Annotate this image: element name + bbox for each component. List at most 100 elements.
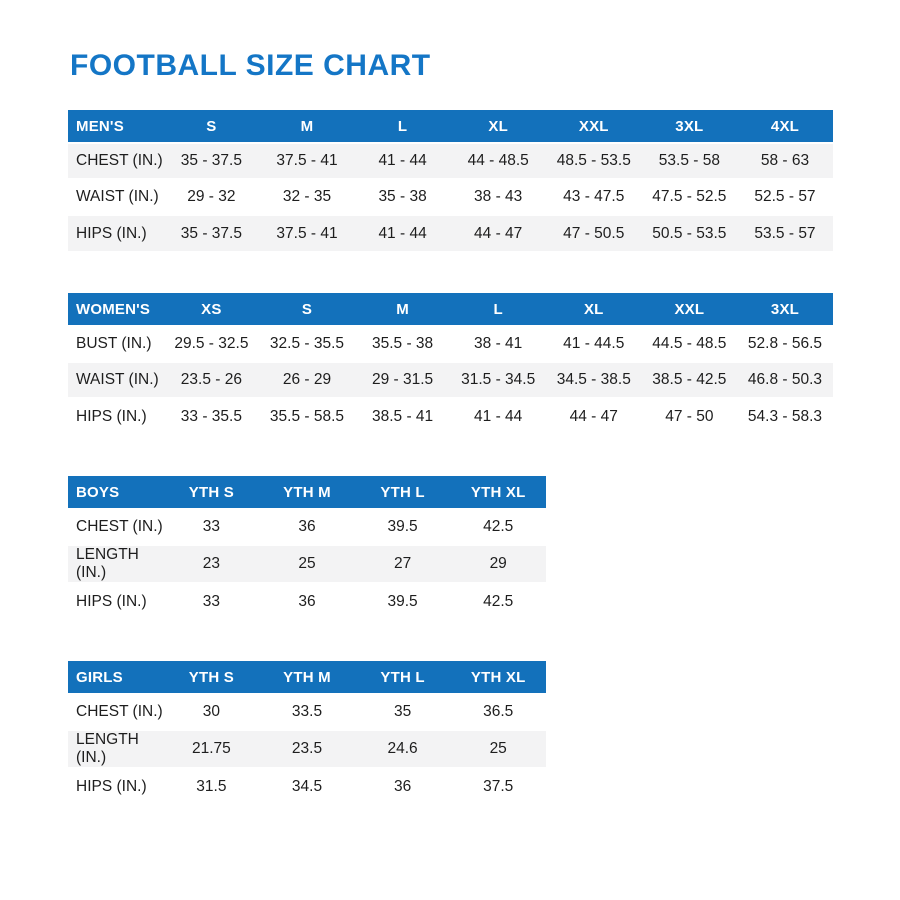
size-table-girls: GIRLS YTH S YTH M YTH L YTH XL CHEST (IN.) 30 3… — [68, 661, 546, 804]
size-value-cell: 41 - 44.5 — [545, 325, 642, 362]
size-value-cell: 24.6 — [354, 729, 451, 768]
size-column-header: YTH L — [354, 661, 451, 694]
size-column-header: YTH L — [354, 476, 451, 509]
size-chart-page: FOOTBALL SIZE CHART MEN'S S M L XL XXL 3XL 4XL C… — [68, 49, 833, 804]
row-label: HIPS (IN.) — [68, 214, 164, 251]
size-column-header: 4XL — [737, 110, 833, 143]
row-label: LENGTH (IN.) — [68, 729, 164, 768]
size-column-header: YTH M — [259, 661, 355, 694]
size-value-cell: 37.5 — [450, 767, 546, 804]
size-value-cell: 31.5 — [163, 767, 260, 804]
size-value-cell: 29 - 32 — [163, 178, 260, 215]
size-value-cell: 23 — [163, 544, 260, 583]
table-category-header: GIRLS — [68, 661, 164, 694]
size-value-cell: 46.8 - 50.3 — [737, 361, 833, 398]
size-value-cell: 43 - 47.5 — [545, 178, 642, 215]
size-value-cell: 54.3 - 58.3 — [737, 397, 833, 434]
size-value-cell: 29 - 31.5 — [354, 361, 451, 398]
header-row: WOMEN'S XS S M L XL XXL 3XL — [68, 293, 833, 326]
size-value-cell: 36.5 — [450, 693, 546, 730]
size-value-cell: 32.5 - 35.5 — [259, 325, 355, 362]
size-value-cell: 52.8 - 56.5 — [737, 325, 833, 362]
size-value-cell: 39.5 — [354, 582, 451, 619]
size-value-cell: 44 - 47 — [545, 397, 642, 434]
row-label: BUST (IN.) — [68, 325, 164, 362]
table-row: WAIST (IN.) 23.5 - 26 26 - 29 29 - 31.5 31.5… — [68, 361, 833, 398]
size-column-header: 3XL — [737, 293, 833, 326]
size-column-header: S — [259, 293, 355, 326]
size-value-cell: 27 — [354, 544, 451, 583]
table-row: WAIST (IN.) 29 - 32 32 - 35 35 - 38 38 - 43 4… — [68, 178, 833, 215]
size-value-cell: 44 - 48.5 — [450, 142, 546, 179]
table-row: CHEST (IN.) 30 33.5 35 36.5 — [68, 693, 546, 730]
size-column-header: YTH XL — [450, 661, 546, 694]
row-label: CHEST (IN.) — [68, 508, 164, 545]
size-value-cell: 47 - 50 — [641, 397, 738, 434]
size-value-cell: 47 - 50.5 — [545, 214, 642, 251]
size-value-cell: 53.5 - 57 — [737, 214, 833, 251]
header-row: GIRLS YTH S YTH M YTH L YTH XL — [68, 661, 546, 694]
row-label: CHEST (IN.) — [68, 693, 164, 730]
size-value-cell: 29 — [450, 544, 546, 583]
row-label: WAIST (IN.) — [68, 361, 164, 398]
size-column-header: L — [450, 293, 546, 326]
table-row: HIPS (IN.) 33 36 39.5 42.5 — [68, 582, 546, 619]
size-value-cell: 42.5 — [450, 582, 546, 619]
row-label: HIPS (IN.) — [68, 582, 164, 619]
size-value-cell: 48.5 - 53.5 — [545, 142, 642, 179]
table-category-header: MEN'S — [68, 110, 164, 143]
table-category-header: WOMEN'S — [68, 293, 164, 326]
size-column-header: YTH S — [163, 661, 260, 694]
size-column-header: XXL — [641, 293, 738, 326]
size-value-cell: 35.5 - 58.5 — [259, 397, 355, 434]
row-label: CHEST (IN.) — [68, 142, 164, 179]
header-row: BOYS YTH S YTH M YTH L YTH XL — [68, 476, 546, 509]
size-value-cell: 33 - 35.5 — [163, 397, 260, 434]
table-row: BUST (IN.) 29.5 - 32.5 32.5 - 35.5 35.5 - 3… — [68, 325, 833, 362]
size-value-cell: 35 - 37.5 — [163, 142, 260, 179]
table-category-header: BOYS — [68, 476, 164, 509]
table-row: LENGTH (IN.) 21.75 23.5 24.6 25 — [68, 729, 546, 768]
size-value-cell: 41 - 44 — [450, 397, 546, 434]
size-column-header: YTH S — [163, 476, 260, 509]
size-column-header: XL — [450, 110, 546, 143]
size-value-cell: 36 — [354, 767, 451, 804]
size-value-cell: 37.5 - 41 — [259, 214, 355, 251]
size-value-cell: 38.5 - 41 — [354, 397, 451, 434]
size-value-cell: 41 - 44 — [354, 142, 451, 179]
size-value-cell: 44.5 - 48.5 — [641, 325, 738, 362]
size-value-cell: 33 — [163, 582, 260, 619]
size-value-cell: 38 - 43 — [450, 178, 546, 215]
page-title: FOOTBALL SIZE CHART — [70, 49, 431, 82]
size-value-cell: 30 — [163, 693, 260, 730]
size-value-cell: 58 - 63 — [737, 142, 833, 179]
size-value-cell: 52.5 - 57 — [737, 178, 833, 215]
size-value-cell: 38.5 - 42.5 — [641, 361, 738, 398]
size-value-cell: 53.5 - 58 — [641, 142, 738, 179]
table-row: HIPS (IN.) 33 - 35.5 35.5 - 58.5 38.5 - 41 4… — [68, 397, 833, 434]
size-value-cell: 36 — [259, 508, 355, 545]
size-column-header: S — [163, 110, 260, 143]
size-value-cell: 26 - 29 — [259, 361, 355, 398]
size-value-cell: 37.5 - 41 — [259, 142, 355, 179]
size-value-cell: 38 - 41 — [450, 325, 546, 362]
size-column-header: XS — [163, 293, 260, 326]
size-column-header: M — [354, 293, 451, 326]
table-row: HIPS (IN.) 31.5 34.5 36 37.5 — [68, 767, 546, 804]
header-row: MEN'S S M L XL XXL 3XL 4XL — [68, 110, 833, 143]
size-value-cell: 32 - 35 — [259, 178, 355, 215]
size-column-header: L — [354, 110, 451, 143]
table-row: HIPS (IN.) 35 - 37.5 37.5 - 41 41 - 44 44 - … — [68, 214, 833, 251]
size-value-cell: 42.5 — [450, 508, 546, 545]
table-row: LENGTH (IN.) 23 25 27 29 — [68, 544, 546, 583]
table-row: CHEST (IN.) 33 36 39.5 42.5 — [68, 508, 546, 545]
size-column-header: XL — [545, 293, 642, 326]
row-label: LENGTH (IN.) — [68, 544, 164, 583]
size-column-header: 3XL — [641, 110, 738, 143]
size-value-cell: 36 — [259, 582, 355, 619]
size-value-cell: 31.5 - 34.5 — [450, 361, 546, 398]
size-value-cell: 33.5 — [259, 693, 355, 730]
size-value-cell: 23.5 - 26 — [163, 361, 260, 398]
size-value-cell: 39.5 — [354, 508, 451, 545]
size-value-cell: 23.5 — [259, 729, 355, 768]
